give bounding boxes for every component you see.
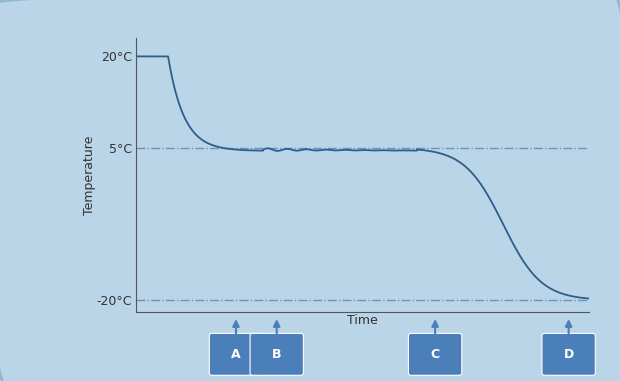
Text: A: A xyxy=(231,348,241,361)
Text: B: B xyxy=(272,348,281,361)
Text: D: D xyxy=(564,348,574,361)
Text: C: C xyxy=(430,348,440,361)
Text: Time: Time xyxy=(347,314,378,327)
Y-axis label: Temperature: Temperature xyxy=(83,136,96,215)
